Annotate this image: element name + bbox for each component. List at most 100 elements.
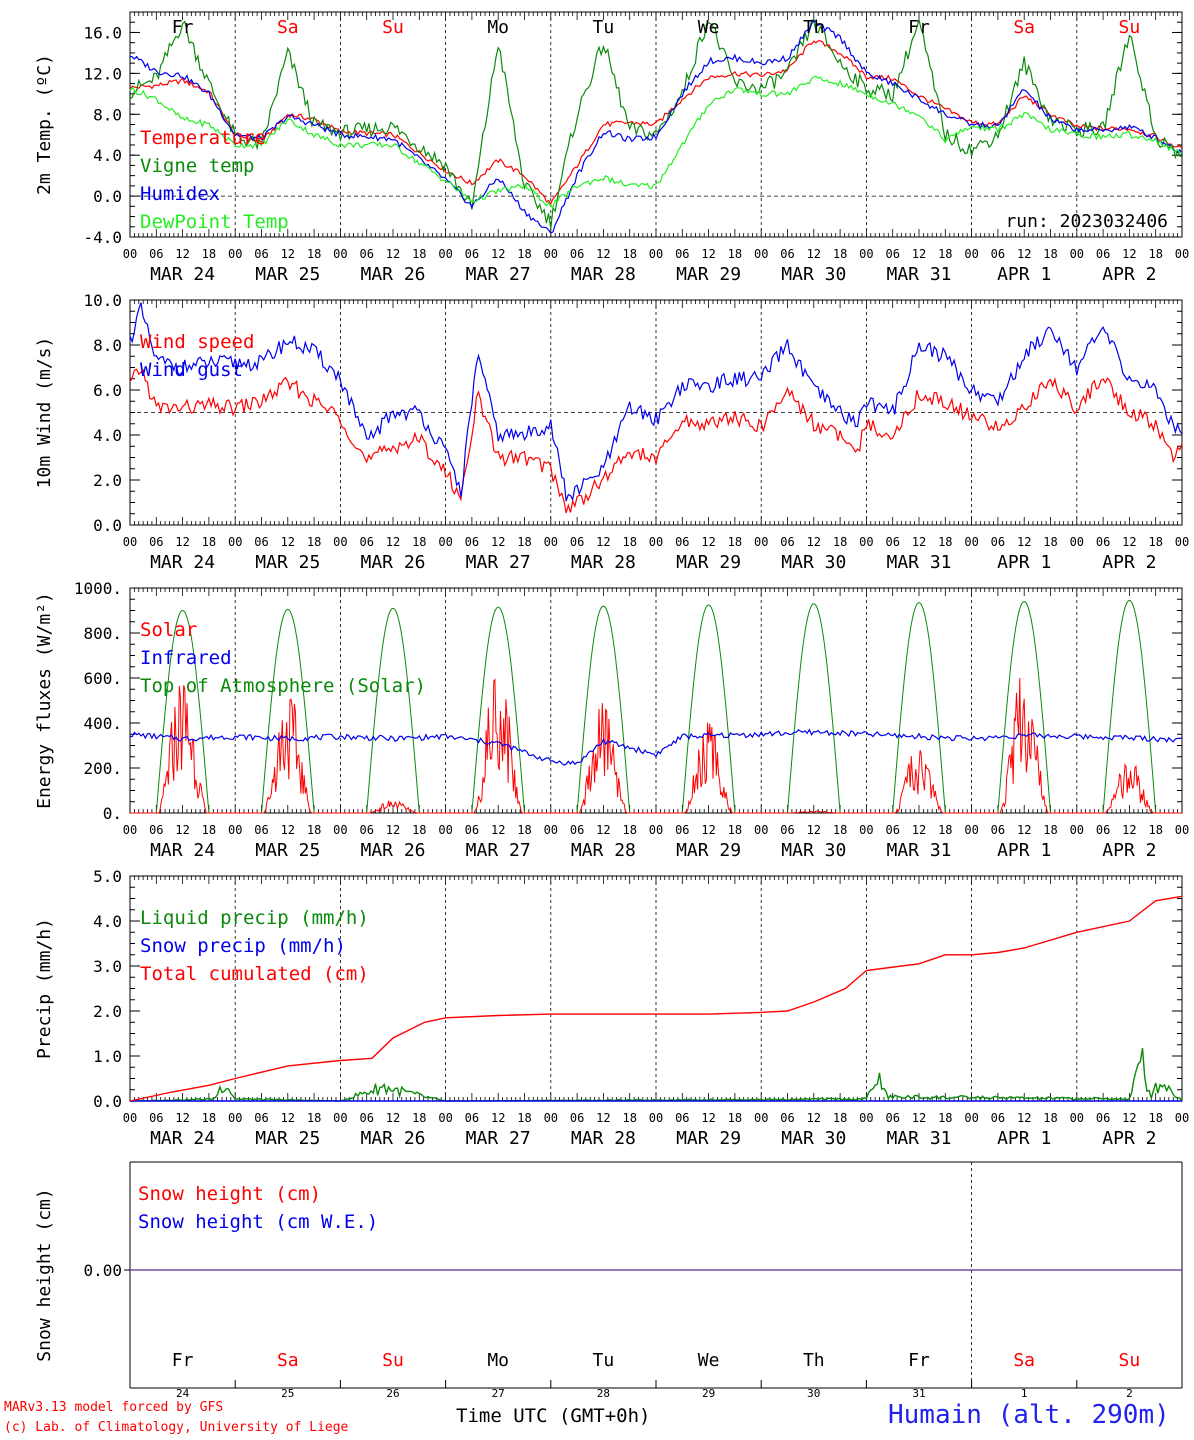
hour-tick-label: 12 [491, 247, 505, 261]
day-number-label: 2 [1126, 1387, 1133, 1400]
hour-tick-label: 06 [885, 823, 899, 837]
hour-tick-label: 12 [596, 247, 610, 261]
weekday-label: Th [803, 17, 825, 38]
hour-tick-label: 12 [281, 247, 295, 261]
hour-tick-label: 00 [964, 823, 978, 837]
hour-tick-label: 12 [701, 247, 715, 261]
hour-tick-label: 06 [780, 247, 794, 261]
day-number-label: 25 [281, 1387, 294, 1400]
date-label: MAR 30 [781, 264, 846, 285]
hour-tick-label: 00 [859, 823, 873, 837]
hour-tick-label: 00 [754, 823, 768, 837]
legend-liquid-precip-mm-h-: Liquid precip (mm/h) [140, 907, 369, 929]
legend-vigne-temp: Vigne temp [140, 155, 254, 177]
time-axis-label: Time UTC (GMT+0h) [456, 1405, 651, 1427]
hour-tick-label: 12 [1122, 247, 1136, 261]
date-label: MAR 31 [886, 840, 951, 861]
hour-tick-label: 06 [675, 823, 689, 837]
weekday-label: Mo [487, 17, 509, 38]
hour-tick-label: 06 [570, 247, 584, 261]
hour-tick-label: 00 [649, 535, 663, 549]
hour-tick-label: 18 [833, 823, 847, 837]
hour-tick-label: 18 [1148, 823, 1162, 837]
hour-tick-label: 06 [991, 247, 1005, 261]
y-axis-label: 2m Temp. (ºC) [34, 54, 55, 195]
y-tick-label: 0.0 [93, 187, 122, 206]
hour-tick-label: 00 [544, 1111, 558, 1125]
hour-tick-label: 18 [517, 535, 531, 549]
hour-tick-label: 18 [1043, 247, 1057, 261]
date-label: APR 1 [997, 1128, 1051, 1149]
hour-tick-label: 18 [833, 1111, 847, 1125]
date-label: MAR 25 [255, 1128, 320, 1149]
hour-tick-label: 00 [123, 535, 137, 549]
hour-tick-label: 12 [491, 823, 505, 837]
weekday-label: Fr [908, 17, 930, 38]
legend-snow-height-cm-: Snow height (cm) [138, 1183, 321, 1205]
date-label: APR 2 [1102, 1128, 1156, 1149]
y-tick-label: 5.0 [93, 867, 122, 886]
hour-tick-label: 06 [675, 247, 689, 261]
hour-tick-label: 18 [307, 535, 321, 549]
hour-tick-label: 12 [1017, 247, 1031, 261]
weekday-label: We [698, 17, 720, 38]
y-tick-label: 0.00 [83, 1261, 122, 1280]
panel-frame-1 [129, 11, 1183, 238]
hour-tick-label: 12 [701, 535, 715, 549]
date-label: MAR 29 [676, 840, 741, 861]
y-tick-label: 1000. [74, 579, 122, 598]
weekday-label: Th [803, 1350, 825, 1371]
date-label: MAR 26 [360, 552, 425, 573]
hour-tick-label: 18 [412, 823, 426, 837]
hour-tick-label: 00 [1070, 535, 1084, 549]
hour-tick-label: 00 [123, 823, 137, 837]
hour-tick-label: 18 [307, 247, 321, 261]
day-number-label: 1 [1021, 1387, 1028, 1400]
date-label: MAR 28 [571, 840, 636, 861]
hour-tick-label: 18 [307, 823, 321, 837]
hour-tick-label: 06 [780, 1111, 794, 1125]
hour-tick-label: 06 [465, 535, 479, 549]
hour-tick-label: 00 [1175, 535, 1189, 549]
hour-tick-label: 12 [1017, 823, 1031, 837]
hour-tick-label: 12 [596, 1111, 610, 1125]
hour-tick-label: 06 [254, 823, 268, 837]
hour-tick-label: 00 [964, 247, 978, 261]
hour-tick-label: 18 [202, 1111, 216, 1125]
hour-tick-label: 12 [175, 1111, 189, 1125]
date-label: MAR 29 [676, 264, 741, 285]
y-tick-label: 600. [83, 669, 122, 688]
date-label: APR 2 [1102, 840, 1156, 861]
run-annotation: run: 2023032406 [1005, 211, 1168, 232]
hour-tick-label: 00 [1070, 823, 1084, 837]
hour-tick-label: 06 [254, 247, 268, 261]
hour-tick-label: 06 [991, 535, 1005, 549]
hour-tick-label: 06 [780, 535, 794, 549]
hour-tick-label: 06 [254, 535, 268, 549]
hour-tick-label: 06 [991, 1111, 1005, 1125]
hour-tick-label: 18 [728, 823, 742, 837]
y-tick-label: 10.0 [83, 291, 122, 310]
hour-tick-label: 00 [1175, 1111, 1189, 1125]
y-axis-label: Energy fluxes (W/m²) [34, 592, 55, 809]
hour-tick-label: 06 [359, 247, 373, 261]
hour-tick-label: 06 [1096, 247, 1110, 261]
hour-tick-label: 18 [938, 823, 952, 837]
hour-tick-label: 00 [228, 535, 242, 549]
hour-tick-label: 00 [1175, 823, 1189, 837]
date-label: MAR 24 [150, 552, 215, 573]
day-number-label: 29 [702, 1387, 715, 1400]
hour-tick-label: 12 [1017, 1111, 1031, 1125]
hour-tick-label: 00 [438, 535, 452, 549]
hour-tick-label: 18 [517, 247, 531, 261]
hour-tick-label: 12 [175, 823, 189, 837]
hour-tick-label: 18 [517, 1111, 531, 1125]
hour-tick-label: 00 [1070, 1111, 1084, 1125]
date-label: MAR 29 [676, 552, 741, 573]
hour-tick-label: 12 [491, 1111, 505, 1125]
date-label: MAR 30 [781, 840, 846, 861]
date-label: APR 1 [997, 840, 1051, 861]
hour-tick-label: 18 [412, 1111, 426, 1125]
legend-snow-precip-mm-h-: Snow precip (mm/h) [140, 935, 346, 957]
